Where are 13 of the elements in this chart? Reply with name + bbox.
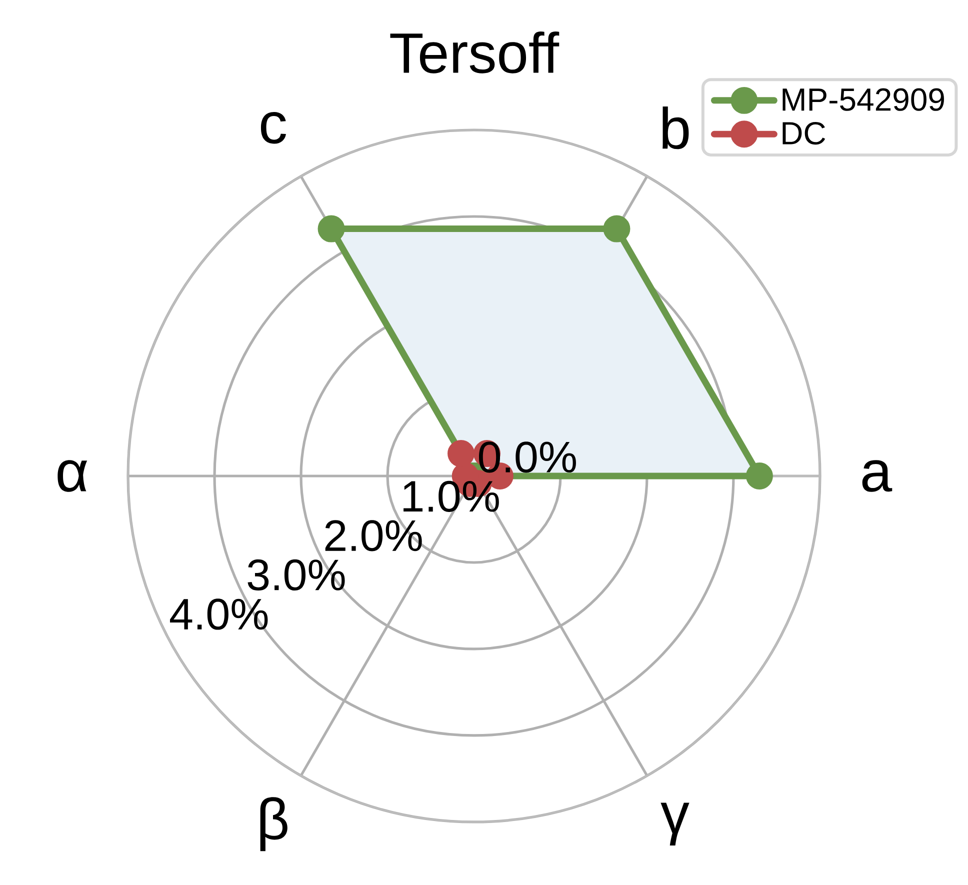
y-tick-label: 1.0%: [404, 480, 499, 512]
legend-label: MP-542909: [782, 88, 944, 111]
spoke-label: γ: [660, 802, 690, 846]
chart-title: Tersoff: [390, 32, 560, 74]
spoke-label: b: [662, 106, 689, 150]
spoke-label: α: [58, 460, 88, 492]
y-tick-label: 4.0%: [170, 598, 268, 630]
spoke-label: a: [862, 460, 892, 492]
y-tick-label: 2.0%: [325, 520, 422, 552]
legend-label: DC: [782, 122, 826, 145]
spoke-label: β: [260, 797, 288, 852]
y-tick-label: 3.0%: [248, 559, 345, 591]
spoke-label: c: [260, 112, 286, 144]
